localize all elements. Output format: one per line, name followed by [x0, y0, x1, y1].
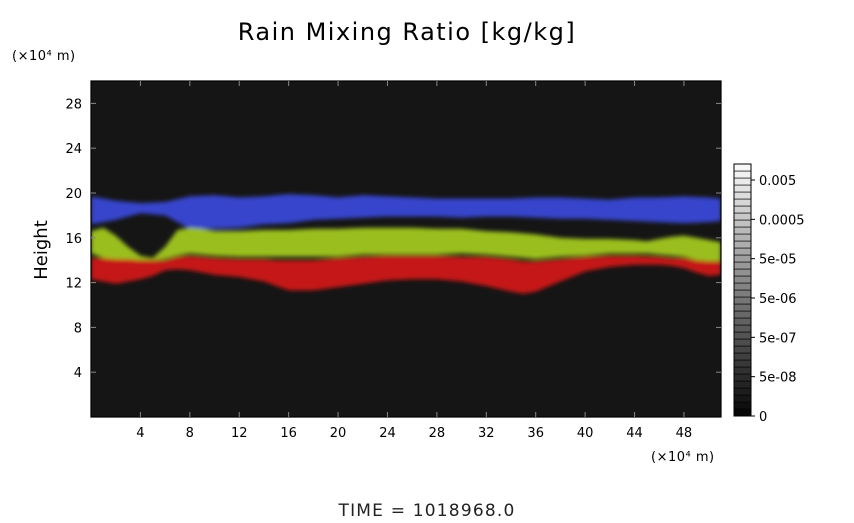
colorbar-swatch	[733, 310, 752, 319]
y-axis: 4 8 12 16 20 24 28	[65, 97, 721, 381]
x-tick-label: 44	[626, 426, 643, 441]
colorbar-swatch	[733, 331, 752, 340]
x-tick-label: 12	[231, 426, 248, 441]
colorbar-swatch	[733, 212, 752, 221]
colorbar-swatch	[733, 247, 752, 256]
x-tick-label: 36	[527, 426, 544, 441]
y-tick-label: 24	[65, 142, 82, 157]
y-tick-label: 8	[74, 321, 82, 336]
y-tick-label: 12	[65, 277, 82, 292]
colorbar-swatch	[733, 254, 752, 263]
layer-middle-layer	[91, 227, 721, 262]
colorbar-swatch	[733, 240, 752, 249]
colorbar-swatch	[733, 359, 752, 368]
colorbar-swatch	[733, 317, 752, 326]
colorbar-label: 5e-08	[759, 371, 797, 386]
colorbar-swatch	[733, 296, 752, 305]
colorbar: 0.005 0.0005 5e-05 5e-06 5e-07 5e-08 0	[733, 163, 805, 425]
colorbar-swatch	[733, 226, 752, 235]
y-tick-label: 4	[74, 366, 82, 381]
colorbar-label: 0.005	[759, 174, 796, 189]
x-tick-label: 40	[577, 426, 594, 441]
colorbar-swatch	[733, 338, 752, 347]
x-axis: 4 8 12 16 20 24 28 32 36 40 44 48	[136, 81, 692, 441]
x-tick-label: 4	[136, 426, 144, 441]
x-tick-label: 24	[379, 426, 396, 441]
colorbar-swatch	[733, 275, 752, 284]
y-tick-label: 28	[65, 97, 82, 112]
colorbar-swatch	[733, 261, 752, 270]
x-tick-label: 32	[478, 426, 495, 441]
colorbar-swatch	[733, 373, 752, 382]
colorbar-swatch	[733, 408, 752, 417]
colorbar-swatch	[733, 366, 752, 375]
colorbar-swatch	[733, 289, 752, 298]
colorbar-swatch	[733, 191, 752, 200]
chart-title: Rain Mixing Ratio [kg/kg]	[238, 18, 577, 46]
colorbar-swatch	[733, 352, 752, 361]
layer-upper-layer	[91, 194, 721, 229]
colorbar-swatch	[733, 170, 752, 179]
colorbar-label: 0.0005	[759, 213, 805, 228]
x-tick-label: 28	[429, 426, 446, 441]
colorbar-swatch	[733, 177, 752, 186]
colorbar-swatch	[733, 219, 752, 228]
x-axis-unit: (×10⁴ m)	[651, 450, 715, 465]
y-axis-label: Height	[31, 220, 52, 280]
plot-frame	[90, 80, 722, 418]
layer-lower-layer	[91, 255, 721, 294]
colorbar-frame	[733, 163, 752, 417]
colorbar-swatch	[733, 401, 752, 410]
colorbar-swatch	[733, 387, 752, 396]
y-tick-label: 20	[65, 187, 82, 202]
colorbar-swatch	[733, 163, 752, 172]
colorbar-swatch	[733, 233, 752, 242]
colorbar-swatch	[733, 184, 752, 193]
colorbar-swatch	[733, 205, 752, 214]
colorbar-label: 5e-07	[759, 331, 797, 346]
colorbar-swatch	[733, 303, 752, 312]
y-axis-unit: (×10⁴ m)	[12, 49, 76, 64]
colorbar-swatch	[733, 282, 752, 291]
colorbar-swatch	[733, 324, 752, 333]
time-label: TIME = 1018968.0	[338, 501, 516, 519]
colorbar-swatch	[733, 198, 752, 207]
mixing-ratio-layers	[91, 194, 721, 294]
colorbar-label: 5e-06	[759, 292, 797, 307]
y-tick-label: 16	[65, 232, 82, 247]
colorbar-swatch	[733, 268, 752, 277]
x-tick-label: 20	[330, 426, 347, 441]
x-tick-label: 8	[186, 426, 194, 441]
colorbar-swatch	[733, 345, 752, 354]
colorbar-swatch	[733, 394, 752, 403]
x-tick-label: 48	[676, 426, 693, 441]
colorbar-label: 5e-05	[759, 253, 797, 268]
colorbar-label: 0	[759, 410, 767, 425]
colorbar-swatch	[733, 380, 752, 389]
x-tick-label: 16	[280, 426, 297, 441]
